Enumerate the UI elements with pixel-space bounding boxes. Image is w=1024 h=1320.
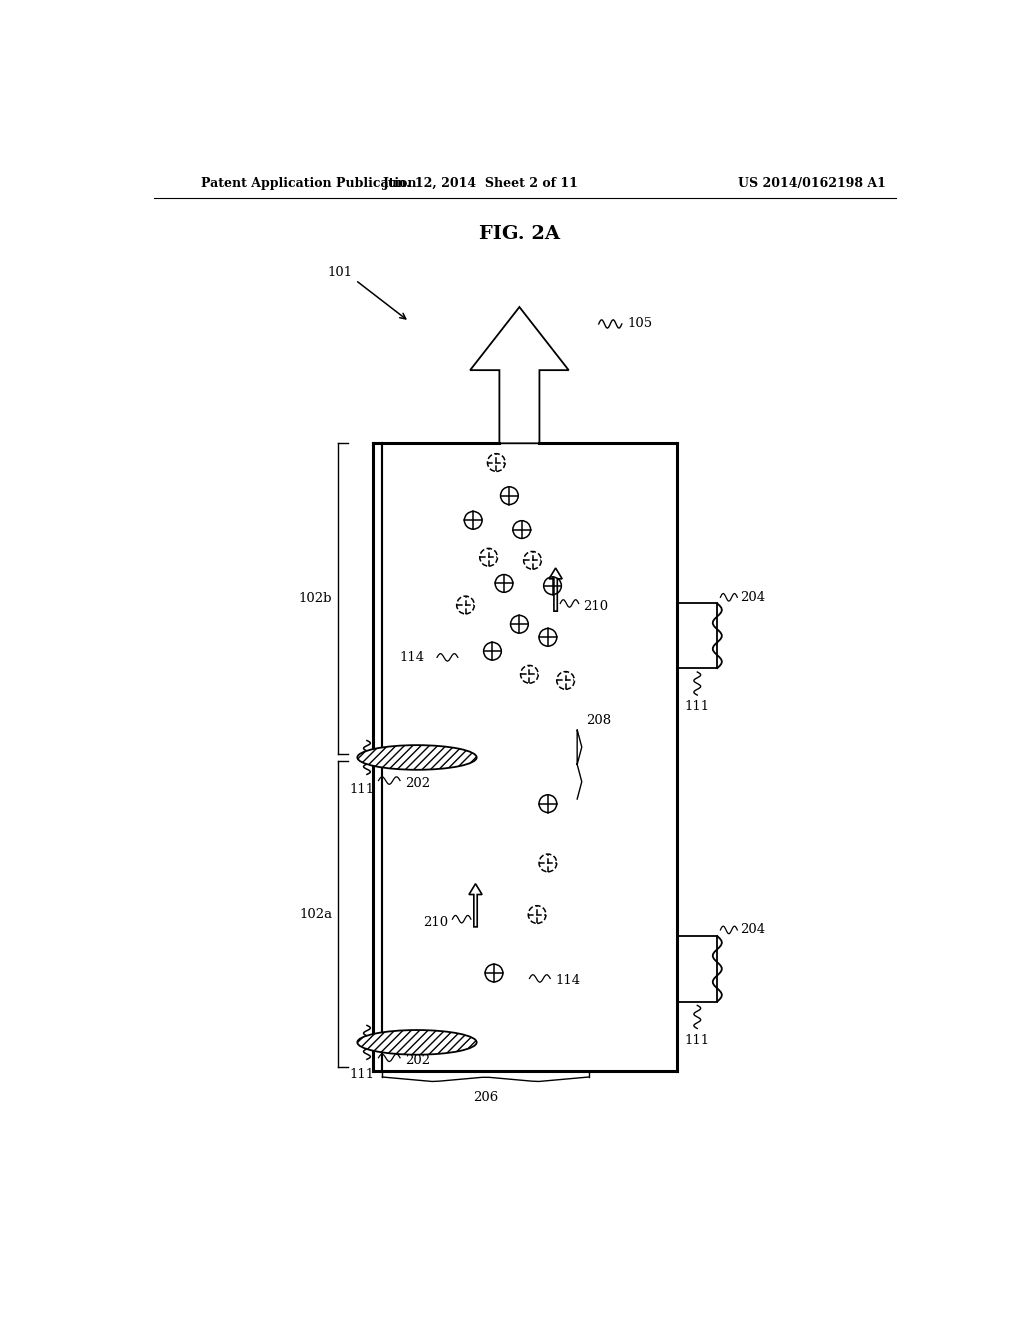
- Text: 102a: 102a: [299, 908, 333, 920]
- Text: 202: 202: [404, 777, 430, 791]
- Ellipse shape: [357, 744, 477, 770]
- Text: 210: 210: [423, 916, 447, 929]
- Text: 204: 204: [740, 924, 766, 936]
- Bar: [677, 936, 717, 1002]
- Text: 111: 111: [685, 1034, 710, 1047]
- Text: Jun. 12, 2014  Sheet 2 of 11: Jun. 12, 2014 Sheet 2 of 11: [383, 177, 579, 190]
- Text: FIG. 2A: FIG. 2A: [479, 224, 560, 243]
- Text: 101: 101: [328, 265, 352, 279]
- Text: 210: 210: [584, 601, 608, 612]
- Text: 114: 114: [556, 974, 581, 987]
- Text: 208: 208: [587, 714, 611, 726]
- Ellipse shape: [357, 1030, 477, 1055]
- Text: 111: 111: [349, 783, 374, 796]
- Text: 111: 111: [349, 1068, 374, 1081]
- Text: Patent Application Publication: Patent Application Publication: [202, 177, 417, 190]
- Text: 206: 206: [473, 1090, 498, 1104]
- Text: 202: 202: [404, 1055, 430, 1068]
- Text: US 2014/0162198 A1: US 2014/0162198 A1: [738, 177, 886, 190]
- Text: 204: 204: [740, 591, 766, 603]
- Bar: [677, 603, 717, 668]
- Text: 111: 111: [685, 700, 710, 713]
- Text: 105: 105: [628, 317, 652, 330]
- Text: 102b: 102b: [299, 591, 333, 605]
- Text: 114: 114: [399, 651, 425, 664]
